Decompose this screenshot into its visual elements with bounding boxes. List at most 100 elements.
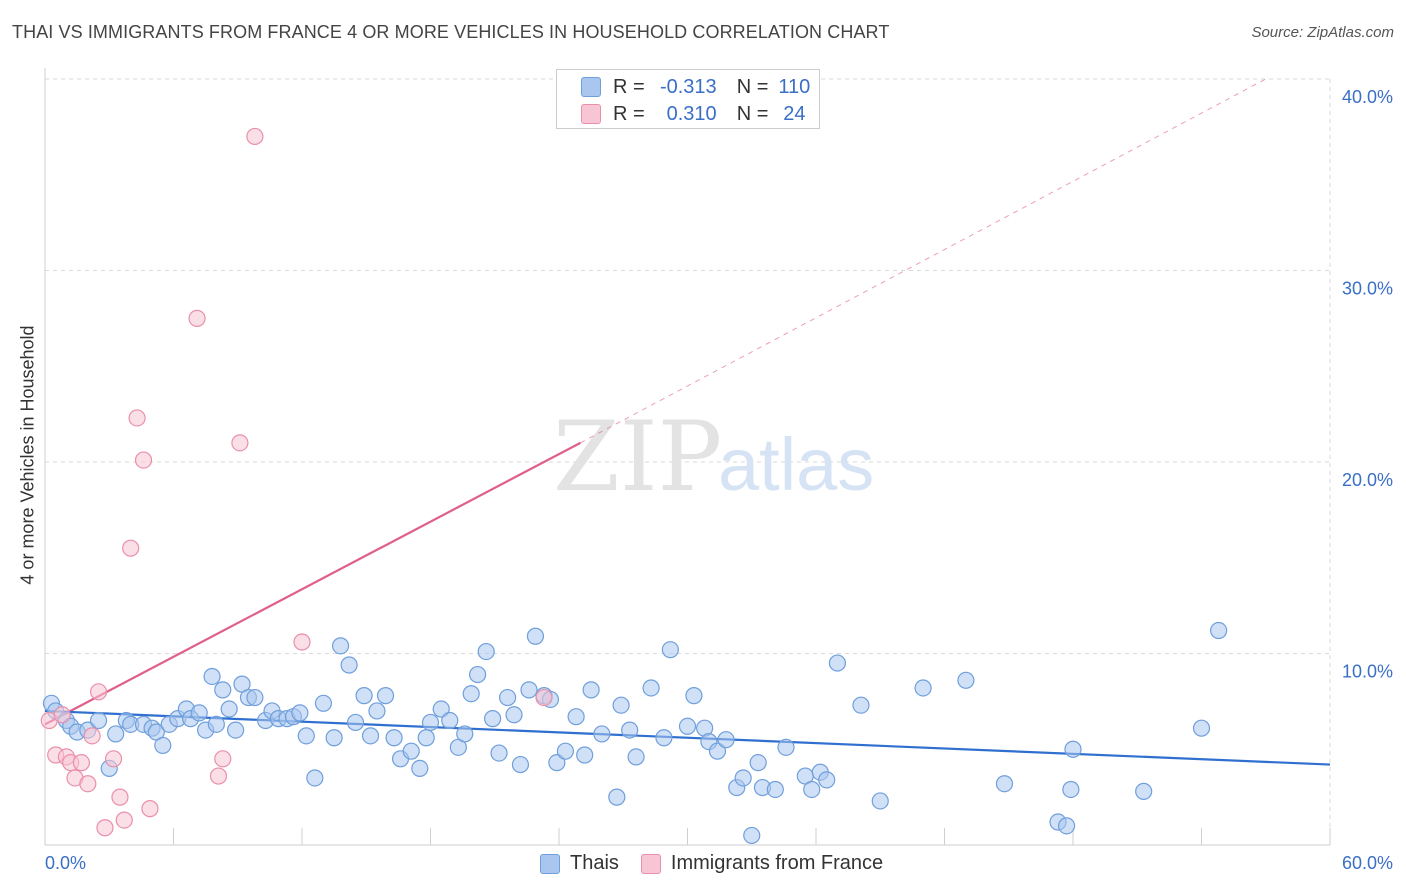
- thais-point: [346, 713, 365, 732]
- thais-point: [520, 681, 538, 699]
- thais-point: [777, 738, 795, 756]
- thais-point: [582, 681, 600, 699]
- thais-point: [914, 679, 932, 697]
- tick-labels: 10.0% 20.0% 30.0% 40.0% 0.0% 60.0%: [45, 87, 1393, 873]
- france-point: [115, 811, 133, 829]
- france-point: [134, 451, 153, 469]
- watermark: ZIP atlas: [553, 401, 874, 513]
- france-point: [96, 819, 114, 837]
- thais-point: [441, 711, 459, 730]
- thais-point: [417, 729, 435, 747]
- thais-swatch: [581, 77, 601, 97]
- thais-point: [190, 704, 208, 722]
- thais-point: [803, 780, 821, 799]
- france-point: [214, 750, 232, 768]
- thais-point: [325, 729, 343, 747]
- thais-point: [556, 742, 575, 760]
- r-value-thais: -0.313: [659, 75, 717, 98]
- legend-label-thais: Thais: [570, 852, 619, 874]
- france-point: [89, 683, 108, 701]
- thais-point: [642, 679, 660, 697]
- thais-point: [89, 711, 108, 730]
- thais-point: [708, 742, 727, 760]
- france-point: [246, 127, 264, 146]
- thais-point: [548, 754, 566, 772]
- thais-point: [1062, 780, 1080, 799]
- n-value-thais: 110: [778, 75, 811, 98]
- france-trend-line: [44, 441, 581, 726]
- thais-point: [432, 700, 450, 718]
- thais-point: [499, 688, 517, 707]
- thais-point: [291, 704, 309, 722]
- france-point: [122, 539, 140, 557]
- thais-point: [655, 729, 673, 747]
- y-tick-label: 20.0%: [1342, 470, 1393, 490]
- thais-point: [331, 637, 350, 655]
- france-point: [72, 754, 91, 772]
- thais-point: [484, 710, 502, 728]
- thais-point: [385, 729, 403, 747]
- thais-point: [828, 654, 847, 672]
- thais-point: [402, 742, 420, 760]
- r-label: R =: [613, 75, 645, 98]
- series-legend: Thais Immigrants from France: [540, 852, 905, 875]
- thais-point: [355, 687, 373, 705]
- france-point: [209, 767, 228, 785]
- legend-item-france[interactable]: Immigrants from France: [640, 852, 884, 875]
- france-point: [128, 409, 146, 427]
- thais-point: [246, 688, 264, 707]
- thais-point: [490, 744, 508, 762]
- france-point: [79, 775, 97, 793]
- france-point: [188, 309, 206, 327]
- thais-point: [1210, 621, 1228, 640]
- stats-legend: R = -0.313 N = 110 R = 0.310 N = 24: [556, 69, 820, 129]
- thais-point: [1057, 817, 1076, 835]
- france-legend-swatch: [640, 853, 661, 874]
- thais-point: [340, 656, 358, 674]
- thais-point: [608, 788, 626, 806]
- watermark-zip: ZIP: [553, 401, 722, 513]
- thais-point: [576, 746, 594, 764]
- thais-point: [734, 769, 752, 787]
- thais-legend-swatch: [540, 853, 560, 874]
- thais-point: [314, 694, 333, 712]
- r-value-france: 0.310: [666, 102, 717, 125]
- legend-label-france: Immigrants from France: [670, 852, 884, 874]
- thais-point: [361, 727, 380, 745]
- thais-point: [685, 687, 703, 705]
- france-trend-extension: [580, 78, 1266, 444]
- thais-point: [203, 667, 221, 686]
- thais-point: [678, 717, 697, 735]
- thais-point: [511, 755, 530, 774]
- data-points: [40, 127, 1228, 845]
- x-tick-label-min: 0.0%: [45, 853, 86, 873]
- thais-point: [957, 671, 975, 689]
- y-tick-label: 30.0%: [1342, 279, 1393, 299]
- france-point: [53, 706, 71, 724]
- thais-point: [505, 706, 523, 724]
- y-tick-label: 10.0%: [1342, 662, 1393, 682]
- thais-point: [411, 759, 429, 778]
- thais-point: [456, 725, 474, 743]
- legend-row-france: R = 0.310 N = 24: [581, 103, 814, 125]
- france-point: [111, 788, 129, 806]
- france-point: [104, 750, 123, 768]
- thais-point: [306, 769, 324, 787]
- thais-point: [477, 642, 495, 661]
- thais-point: [661, 641, 679, 659]
- france-point: [293, 633, 311, 651]
- watermark-atlas: atlas: [718, 423, 874, 506]
- legend-item-thais[interactable]: Thais: [540, 852, 619, 875]
- thais-point: [421, 713, 440, 732]
- thais-point: [749, 754, 767, 772]
- y-tick-label: 40.0%: [1342, 87, 1393, 107]
- france-swatch: [581, 104, 601, 124]
- thais-point: [852, 696, 870, 714]
- thais-point: [1192, 719, 1211, 737]
- thais-point: [368, 702, 386, 720]
- chart-title: THAI VS IMMIGRANTS FROM FRANCE 4 OR MORE…: [12, 22, 890, 42]
- thais-point: [612, 696, 630, 714]
- thais-point: [462, 685, 480, 703]
- thais-point: [621, 721, 639, 739]
